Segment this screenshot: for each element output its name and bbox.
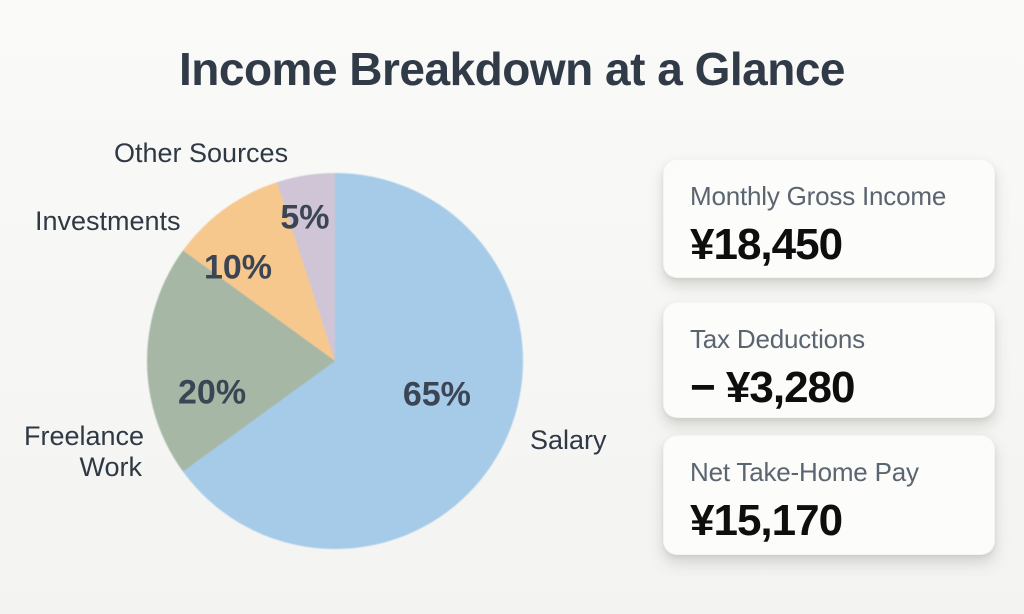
card-tax-deductions: Tax Deductions − ¥3,280 bbox=[663, 302, 995, 418]
card-net-take-home-pay: Net Take-Home Pay ¥15,170 bbox=[663, 435, 995, 555]
pie-label-salary: Salary bbox=[530, 425, 607, 455]
card-value: − ¥3,280 bbox=[690, 363, 856, 412]
pie-chart bbox=[147, 173, 523, 549]
card-value: ¥18,450 bbox=[690, 220, 843, 269]
pie-percent-salary: 65% bbox=[402, 375, 471, 414]
pie-percent-freelance-work: 20% bbox=[178, 373, 247, 412]
page-title: Income Breakdown at a Glance bbox=[178, 43, 846, 95]
card-label: Tax Deductions bbox=[690, 324, 865, 354]
card-label: Net Take-Home Pay bbox=[690, 457, 919, 487]
pie-label-other-sources: Other Sources bbox=[114, 138, 289, 168]
card-monthly-gross-income: Monthly Gross Income ¥18,450 bbox=[663, 159, 995, 278]
pie-label-freelance-work: Freelance Work bbox=[24, 421, 145, 482]
pie-percent-other-sources: 5% bbox=[280, 198, 330, 237]
card-label: Monthly Gross Income bbox=[690, 181, 947, 211]
pie-label-investments: Investments bbox=[35, 206, 181, 236]
pie-percent-investments: 10% bbox=[203, 248, 273, 287]
pie-chart-area: 65% 20% 10% 5% bbox=[147, 173, 523, 549]
card-value: ¥15,170 bbox=[690, 496, 843, 545]
